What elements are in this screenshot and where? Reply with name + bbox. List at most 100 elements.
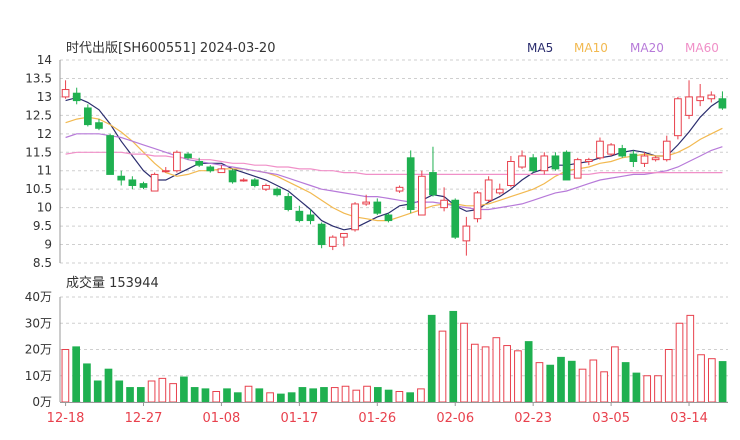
date-tick-label: 01-08: [203, 411, 241, 426]
date-axis: 12-18 12-27 01-08 01-17 01-26 02-06 02-23 03-05…: [47, 402, 728, 426]
volume-bar: [201, 388, 210, 403]
candle-body: [139, 183, 148, 188]
volume-bar: [686, 314, 695, 403]
candle: [451, 198, 460, 240]
candle: [573, 157, 582, 179]
candle-body: [429, 172, 437, 196]
volume-bar: [697, 354, 705, 403]
candle: [540, 152, 549, 175]
volume-bar: [93, 380, 102, 403]
price-tick-label: 14: [37, 53, 52, 67]
volume-bar: [621, 362, 630, 403]
candle: [484, 176, 493, 203]
candle-body: [674, 98, 682, 137]
volume-bar: [136, 387, 145, 403]
candle-body: [518, 155, 526, 168]
candle-body: [462, 225, 471, 242]
candle-body: [440, 199, 448, 209]
date-tick-label: 02-23: [514, 411, 552, 426]
price-grid: [60, 59, 728, 264]
price-tick-label: 8.5: [33, 256, 52, 270]
volume-bar: [320, 387, 328, 403]
volume-bar: [277, 393, 285, 403]
volume-bar: [524, 341, 533, 403]
volume-bar: [514, 350, 522, 403]
volume-bar: [309, 388, 318, 403]
candle: [473, 191, 482, 223]
candle: [629, 150, 638, 168]
candle-body: [295, 210, 304, 222]
volume-bar: [578, 368, 587, 403]
candle: [618, 144, 627, 158]
price-tick-label: 9: [44, 238, 52, 252]
volume-bar: [147, 380, 156, 403]
candle: [495, 183, 504, 195]
candle: [718, 91, 727, 110]
candle-body: [106, 135, 114, 175]
volume-bar: [255, 388, 264, 403]
candle: [250, 178, 259, 188]
candle: [117, 170, 126, 186]
candle: [106, 133, 114, 175]
ma-line-ma5: [65, 96, 723, 231]
candle: [217, 165, 226, 174]
volume-bar: [460, 322, 468, 403]
candle: [351, 202, 359, 232]
volume-bar: [611, 346, 619, 403]
volume-bar: [298, 387, 307, 403]
volume-bar: [266, 392, 274, 403]
candle: [150, 172, 159, 192]
candle-body: [495, 188, 504, 194]
candle: [640, 152, 649, 168]
volume-tick-label: 0万: [32, 395, 52, 409]
candle-body: [584, 159, 593, 162]
date-tick-label: 12-18: [47, 411, 85, 426]
candle: [173, 150, 181, 173]
ma-legend: MA5 MA10 MA20 MA60: [527, 41, 719, 55]
volume-bar: [287, 392, 296, 403]
price-tick-label: 11.5: [25, 145, 52, 159]
candle: [584, 157, 593, 166]
candle: [562, 150, 571, 181]
candle: [440, 187, 448, 212]
candle-body: [384, 214, 393, 222]
date-tick-label: 12-27: [125, 411, 163, 426]
candle-body: [95, 122, 103, 129]
candle: [429, 146, 437, 197]
candle-body: [573, 159, 582, 179]
volume-bar: [557, 356, 565, 403]
candle-body: [128, 179, 137, 186]
candle-body: [540, 155, 549, 172]
price-tick-label: 12.5: [25, 108, 52, 122]
volume-bar: [126, 387, 134, 403]
candle: [228, 168, 237, 184]
candle-body: [406, 157, 415, 210]
volume-bar: [417, 388, 425, 403]
candle: [373, 198, 382, 216]
candle-body: [306, 214, 315, 222]
candle-body: [417, 175, 426, 216]
date-tick-label: 02-06: [436, 411, 474, 426]
candle: [696, 83, 705, 107]
volume-bar: [104, 368, 113, 403]
candle-body: [262, 184, 270, 190]
date-tick-label: 01-26: [358, 411, 396, 426]
candle: [61, 80, 70, 99]
candle-body: [340, 232, 348, 238]
volume-bar: [190, 387, 199, 403]
candle-body: [651, 157, 660, 161]
volume-bar: [664, 349, 673, 403]
candle-body: [607, 144, 615, 155]
candle-body: [618, 148, 627, 157]
volume-bar: [600, 371, 608, 403]
candle: [317, 222, 326, 249]
volume-bar: [427, 314, 436, 403]
candle-body: [640, 155, 649, 164]
candle: [406, 150, 415, 214]
volume-bar: [481, 346, 490, 403]
candle: [262, 183, 270, 192]
volume-bars: [61, 310, 727, 403]
date-tick-label: 03-05: [592, 411, 630, 426]
candle: [128, 176, 137, 190]
ma-line-ma10: [65, 116, 723, 222]
